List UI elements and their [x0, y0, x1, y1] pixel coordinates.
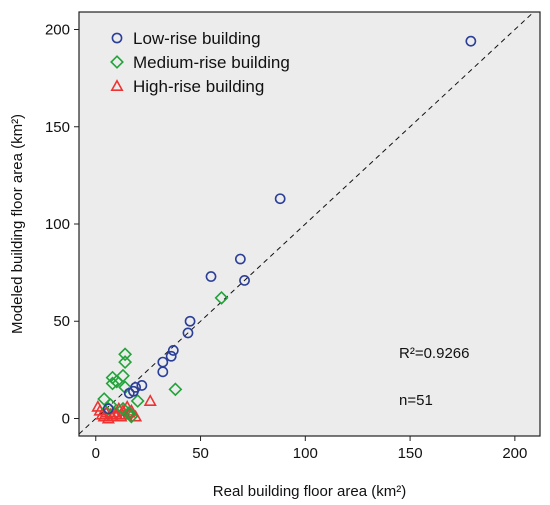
low-rise-building-point	[234, 253, 246, 265]
medium-rise-building-point	[168, 382, 183, 397]
medium-rise-building-point	[103, 397, 118, 412]
y-axis-label: Modeled building floor area (km²)	[9, 114, 26, 334]
medium-rise-building-point	[118, 355, 133, 370]
x-tick-label: 200	[502, 445, 527, 462]
medium-rise-building-point	[109, 374, 124, 389]
x-tick-label: 100	[293, 445, 318, 462]
y-tick-label: 100	[45, 216, 70, 233]
plot-area	[79, 12, 540, 436]
low-rise-building-point	[274, 193, 286, 205]
r-squared-annotation: R²=0.9266	[399, 345, 469, 362]
low-rise-building-point	[239, 275, 250, 286]
identity-reference-line	[78, 11, 535, 435]
y-tick-label: 0	[62, 410, 70, 427]
axis-ticks: 0 50 100 150 200 0 50 100 150 200	[45, 22, 527, 462]
medium-rise-building-legend-marker	[110, 55, 124, 69]
legend-label: Medium-rise building	[133, 53, 290, 72]
low-rise-building-legend-marker	[111, 32, 123, 44]
medium-rise-building-point	[130, 394, 145, 408]
low-rise-building-point	[167, 345, 179, 356]
low-rise-building-point	[136, 380, 148, 391]
x-tick-label: 150	[398, 445, 423, 462]
low-rise-building-point	[205, 271, 217, 282]
medium-rise-building-point	[105, 376, 120, 391]
legend-label: High-rise building	[133, 77, 264, 96]
data-points	[91, 35, 477, 424]
y-tick-label: 200	[45, 22, 70, 39]
y-tick-label: 150	[45, 119, 70, 136]
low-rise-building-point	[465, 35, 477, 47]
low-rise-building-point	[165, 350, 177, 362]
low-rise-building-point	[157, 366, 169, 378]
high-rise-building-point	[129, 409, 143, 422]
medium-rise-building-point	[122, 405, 137, 420]
medium-rise-building-point	[116, 401, 130, 416]
high-rise-building-point	[95, 407, 109, 420]
high-rise-building-point	[143, 394, 157, 406]
x-tick-label: 50	[192, 445, 209, 462]
low-rise-building-point	[184, 315, 196, 327]
plot-frame	[78, 11, 541, 437]
low-rise-building-point	[123, 387, 135, 399]
medium-rise-building-point	[124, 409, 139, 424]
x-tick-label: 0	[92, 445, 100, 462]
medium-rise-building-point	[118, 347, 133, 362]
high-rise-building-legend-marker	[110, 79, 124, 91]
high-rise-building-point	[124, 403, 138, 416]
low-rise-building-point	[182, 327, 194, 339]
y-tick-label: 50	[53, 313, 70, 330]
high-rise-building-point	[114, 409, 128, 422]
legend-label: Low-rise building	[133, 29, 261, 48]
medium-rise-building-point	[214, 290, 229, 305]
legend: Low-rise building Medium-rise building Hig…	[110, 29, 290, 96]
low-rise-building-point	[102, 403, 114, 415]
sample-size-annotation: n=51	[399, 392, 433, 409]
x-axis-label: Real building floor area (km²)	[213, 483, 406, 500]
